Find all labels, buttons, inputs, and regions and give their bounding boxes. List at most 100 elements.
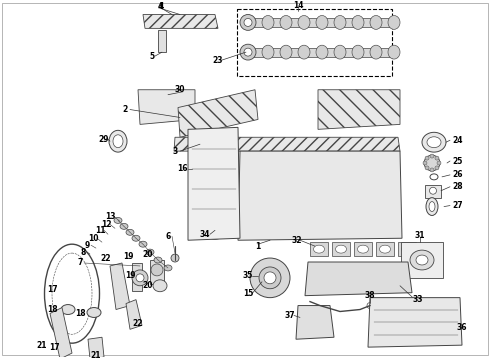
Text: 32: 32 [292,236,302,245]
Text: 3: 3 [172,147,177,156]
Ellipse shape [430,187,437,194]
Ellipse shape [172,18,178,25]
Ellipse shape [225,140,235,149]
Bar [158,30,166,52]
Ellipse shape [313,266,327,288]
Text: 19: 19 [123,252,133,261]
Bar [401,242,443,278]
Ellipse shape [209,106,218,117]
Text: 12: 12 [101,220,111,229]
Ellipse shape [425,166,429,170]
Ellipse shape [385,266,399,288]
Ellipse shape [303,311,327,334]
Polygon shape [305,262,412,296]
Ellipse shape [120,224,128,229]
Ellipse shape [196,106,204,117]
Polygon shape [110,263,130,310]
Polygon shape [368,298,462,347]
Ellipse shape [161,101,175,114]
Ellipse shape [295,140,304,149]
Text: 7: 7 [77,258,83,267]
Ellipse shape [204,217,226,239]
Ellipse shape [221,106,230,117]
Ellipse shape [109,130,127,152]
Ellipse shape [235,106,244,117]
Ellipse shape [151,18,158,25]
Text: 22: 22 [133,319,143,328]
Ellipse shape [366,140,374,149]
Text: 18: 18 [74,309,85,318]
Text: 24: 24 [452,136,463,145]
Ellipse shape [349,266,363,288]
Ellipse shape [209,222,221,234]
Text: 23: 23 [213,55,223,64]
Ellipse shape [298,45,310,59]
Ellipse shape [280,15,292,30]
Text: 2: 2 [122,105,127,114]
Ellipse shape [126,229,134,235]
Text: 19: 19 [125,271,135,280]
Text: 13: 13 [105,212,115,221]
Ellipse shape [153,280,167,292]
Ellipse shape [114,217,122,224]
Bar [354,242,372,256]
Ellipse shape [244,48,252,56]
Text: 10: 10 [88,234,98,243]
Ellipse shape [370,45,382,59]
Bar [310,242,328,256]
Text: 25: 25 [452,157,463,166]
Ellipse shape [416,255,428,265]
Ellipse shape [430,168,434,172]
Ellipse shape [334,45,346,59]
Text: 1: 1 [255,242,261,251]
Text: 14: 14 [293,1,303,10]
Text: 8: 8 [80,248,86,257]
Ellipse shape [264,272,276,284]
Ellipse shape [171,254,179,262]
Text: 26: 26 [452,170,463,179]
Ellipse shape [367,303,373,309]
Text: 5: 5 [149,51,154,60]
Ellipse shape [132,270,148,286]
Text: 36: 36 [457,323,467,332]
Ellipse shape [352,15,364,30]
Ellipse shape [61,305,75,315]
Text: 33: 33 [413,295,423,304]
Ellipse shape [425,156,429,160]
Text: 21: 21 [91,351,101,360]
Ellipse shape [330,140,340,149]
Text: 4: 4 [157,2,163,11]
Text: 35: 35 [243,271,253,280]
Ellipse shape [410,250,434,270]
Ellipse shape [136,274,144,282]
Ellipse shape [314,245,324,253]
Text: 22: 22 [101,253,111,262]
Ellipse shape [426,198,438,216]
Bar [237,9,392,76]
Ellipse shape [379,245,391,253]
Ellipse shape [261,140,270,149]
Ellipse shape [367,266,381,288]
Ellipse shape [378,101,390,114]
Ellipse shape [164,265,172,271]
Ellipse shape [87,307,101,318]
Ellipse shape [388,15,400,30]
Ellipse shape [240,44,256,60]
Ellipse shape [244,18,252,26]
Text: 21: 21 [37,341,47,350]
Polygon shape [50,307,72,359]
Ellipse shape [320,176,348,212]
Ellipse shape [334,15,346,30]
Polygon shape [296,306,334,339]
Text: 16: 16 [177,165,187,174]
Text: 27: 27 [452,201,463,210]
Polygon shape [318,90,400,129]
Ellipse shape [316,15,328,30]
Ellipse shape [358,245,368,253]
Text: 30: 30 [175,85,185,94]
Text: 31: 31 [415,231,425,240]
Ellipse shape [343,101,353,114]
Ellipse shape [316,45,328,59]
Ellipse shape [280,45,292,59]
Ellipse shape [435,156,439,160]
